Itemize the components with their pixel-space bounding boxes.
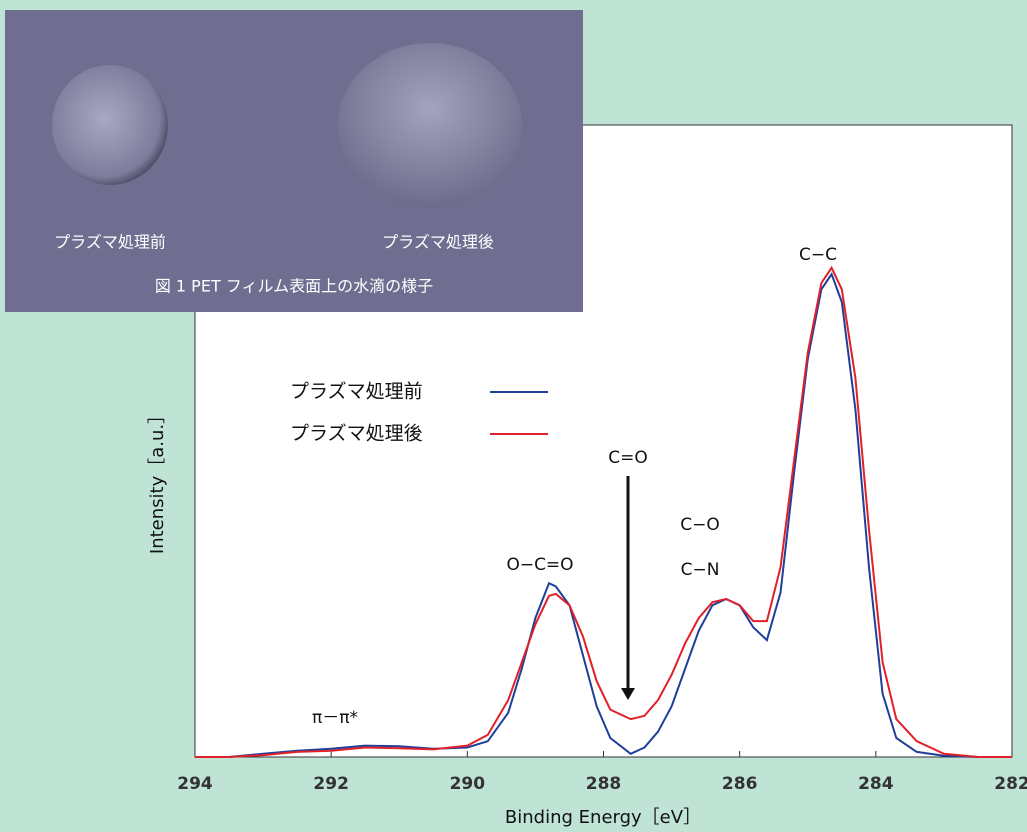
- annotation: C=O: [608, 448, 648, 468]
- arrow-head: [621, 688, 635, 700]
- annotation: C−O: [680, 515, 720, 535]
- x-tick-label: 288: [586, 774, 622, 794]
- x-tick-label: 292: [313, 774, 349, 794]
- legend-label: プラズマ処理前: [290, 381, 423, 403]
- droplet: [338, 43, 522, 207]
- x-tick-label: 290: [450, 774, 486, 794]
- annotation: O−C=O: [506, 555, 573, 575]
- annotation: C−C: [799, 245, 837, 265]
- inset-caption: 図 1 PET フィルム表面上の水滴の様子: [155, 277, 433, 296]
- inset-label: プラズマ処理前: [54, 233, 166, 252]
- x-tick-label: 294: [177, 774, 213, 794]
- legend-label: プラズマ処理後: [290, 423, 423, 445]
- annotation: π－π*: [312, 708, 358, 728]
- annotation: C−N: [681, 560, 720, 580]
- x-tick-label: 284: [858, 774, 894, 794]
- x-tick-label: 286: [722, 774, 758, 794]
- y-axis-label: Intensity［a.u.］: [147, 406, 168, 554]
- droplet: [52, 65, 168, 185]
- x-tick-label: 282: [994, 774, 1027, 794]
- inset-photo: プラズマ処理前 プラズマ処理後 図 1 PET フィルム表面上の水滴の様子: [5, 10, 583, 312]
- x-axis-label: Binding Energy［eV］: [505, 807, 701, 828]
- inset-label: プラズマ処理後: [382, 233, 494, 252]
- series-line: [195, 265, 1012, 758]
